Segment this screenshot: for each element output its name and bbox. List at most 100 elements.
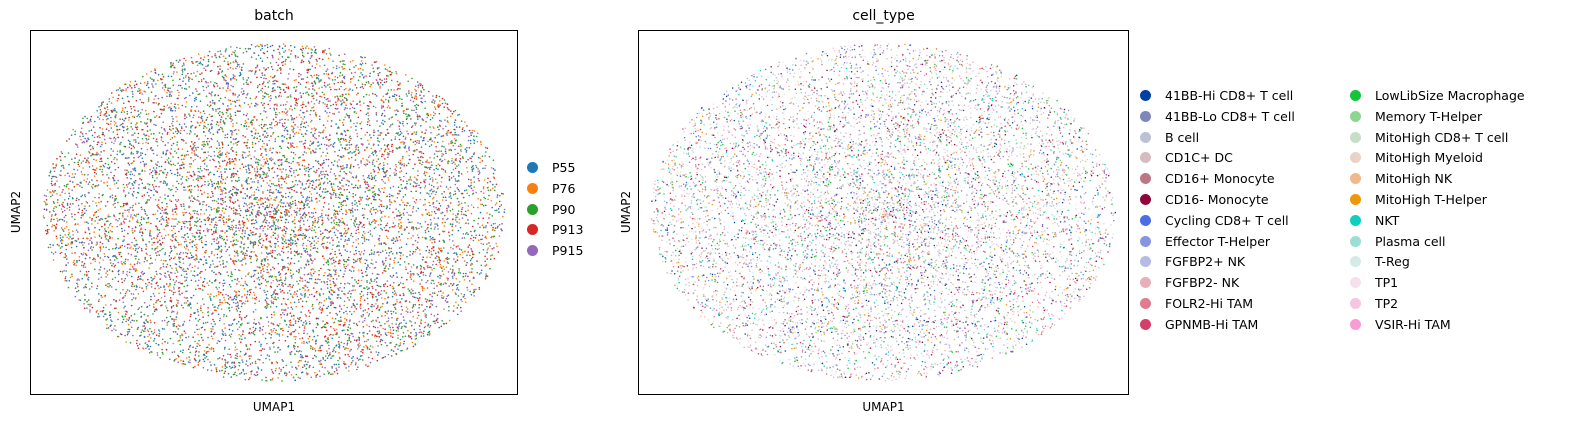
batch-point	[119, 87, 121, 89]
batch-point	[319, 230, 322, 232]
batch-point	[230, 148, 232, 150]
batch-point	[248, 197, 251, 199]
batch-point	[487, 247, 489, 249]
batch-point	[127, 100, 130, 103]
batch-point	[387, 353, 390, 356]
batch-point	[448, 206, 450, 208]
batch-point	[171, 310, 174, 313]
batch-point	[350, 156, 353, 159]
batch-point	[119, 118, 122, 121]
batch-point	[332, 322, 335, 324]
batch-point	[244, 282, 247, 284]
batch-point	[259, 359, 261, 361]
batch-point	[422, 335, 425, 337]
batch-point	[351, 266, 354, 268]
batch-point	[350, 78, 352, 80]
batch-point	[439, 185, 442, 187]
batch-point	[181, 292, 183, 295]
batch-point	[217, 71, 220, 73]
batch-point	[210, 327, 212, 330]
batch-point	[141, 287, 143, 289]
batch-point	[361, 214, 364, 217]
batch-point	[198, 235, 201, 237]
batch-point	[348, 157, 350, 160]
batch-point	[133, 174, 136, 177]
batch-point	[228, 191, 230, 193]
batch-point	[229, 99, 231, 102]
batch-point	[427, 324, 429, 327]
batch-point	[159, 272, 161, 275]
batch-point	[240, 335, 242, 337]
batch-point	[322, 58, 324, 61]
batch-point	[242, 156, 244, 158]
batch-point	[142, 102, 145, 104]
batch-point	[365, 159, 368, 161]
batch-point	[378, 285, 380, 287]
batch-point	[262, 333, 264, 336]
batch-point	[344, 138, 347, 141]
batch-point	[275, 329, 277, 332]
batch-point	[386, 74, 388, 77]
batch-point	[371, 272, 374, 275]
batch-point	[424, 203, 426, 206]
batch-point	[460, 298, 462, 301]
batch-point	[243, 205, 245, 208]
batch-point	[332, 143, 335, 145]
batch-point	[83, 179, 85, 181]
batch-point	[486, 221, 489, 224]
batch-point	[129, 263, 132, 266]
batch-point	[419, 94, 421, 96]
batch-point	[376, 306, 379, 308]
batch-point	[312, 88, 314, 90]
batch-point	[232, 207, 235, 209]
batch-point	[390, 247, 393, 250]
batch-point	[253, 373, 256, 376]
batch-point	[420, 331, 423, 334]
batch-point	[397, 348, 399, 351]
batch-point	[375, 320, 378, 323]
batch-point	[430, 161, 433, 163]
batch-point	[280, 313, 282, 316]
batch-point	[222, 130, 224, 133]
batch-point	[424, 185, 427, 187]
batch-point	[315, 137, 317, 140]
batch-point	[274, 163, 276, 165]
batch-point	[404, 335, 407, 338]
batch-point	[290, 242, 292, 244]
batch-point	[181, 176, 184, 178]
batch-point	[369, 100, 371, 103]
batch-point	[286, 160, 288, 163]
batch-point	[301, 45, 304, 48]
batch-point	[426, 333, 429, 336]
batch-point	[421, 131, 423, 133]
batch-point	[284, 232, 287, 235]
batch-point	[362, 352, 364, 354]
batch-point	[196, 184, 199, 187]
batch-point	[88, 130, 90, 132]
batch-point	[429, 239, 431, 241]
batch-point	[285, 239, 287, 241]
batch-point	[299, 280, 301, 282]
batch-point	[369, 266, 371, 269]
batch-point	[380, 204, 383, 206]
batch-point	[373, 244, 376, 247]
batch-point	[140, 147, 143, 150]
batch-point	[137, 261, 139, 263]
batch-point	[357, 228, 360, 231]
batch-point	[169, 160, 172, 162]
batch-point	[398, 95, 401, 97]
batch-point	[91, 187, 94, 189]
batch-point	[466, 192, 468, 195]
batch-point	[311, 216, 313, 219]
batch-point	[441, 320, 444, 322]
batch-point	[96, 179, 98, 182]
batch-point	[78, 208, 81, 210]
batch-point	[378, 239, 381, 242]
batch-point	[356, 135, 359, 138]
batch-point	[257, 85, 259, 87]
batch-point	[485, 164, 487, 167]
batch-point	[269, 94, 272, 97]
batch-point	[60, 240, 62, 242]
batch-point	[318, 131, 320, 134]
batch-point	[397, 210, 400, 212]
